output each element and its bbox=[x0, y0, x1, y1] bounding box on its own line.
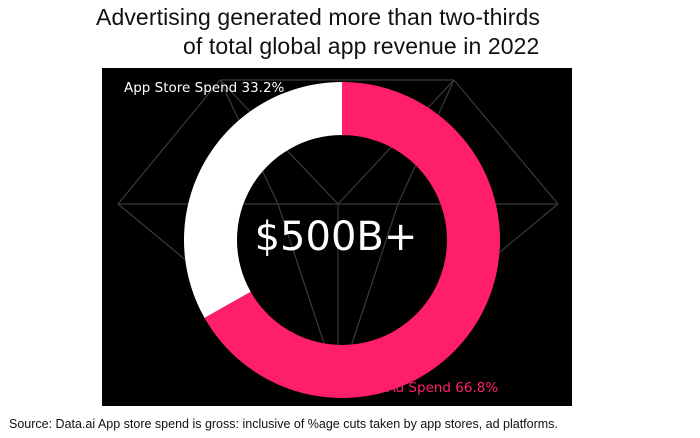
donut-chart: $500B+ App Store Spend 33.2% Mobile Ad S… bbox=[117, 79, 559, 398]
chart-title-line-1: Advertising generated more than two-thir… bbox=[96, 4, 540, 30]
chart-title-line-2: of total global app revenue in 2022 bbox=[183, 33, 540, 59]
decor-line-2 bbox=[453, 79, 559, 205]
chart-title: Advertising generated more than two-thir… bbox=[0, 0, 700, 64]
slice-label-app-store: App Store Spend 33.2% bbox=[124, 80, 285, 96]
source-note: Source: Data.ai App store spend is gross… bbox=[9, 417, 558, 431]
donut-slice-app-store-spend bbox=[183, 82, 342, 318]
chart-panel: $500B+ App Store Spend 33.2% Mobile Ad S… bbox=[102, 68, 572, 406]
decor-line-0 bbox=[117, 79, 221, 205]
slice-label-mobile-ad: Mobile Ad Spend 66.8% bbox=[338, 380, 498, 396]
donut-slices bbox=[183, 82, 500, 398]
donut-slice-mobile-ad-spend bbox=[204, 82, 500, 398]
donut-center-label: $500B+ bbox=[255, 214, 418, 260]
